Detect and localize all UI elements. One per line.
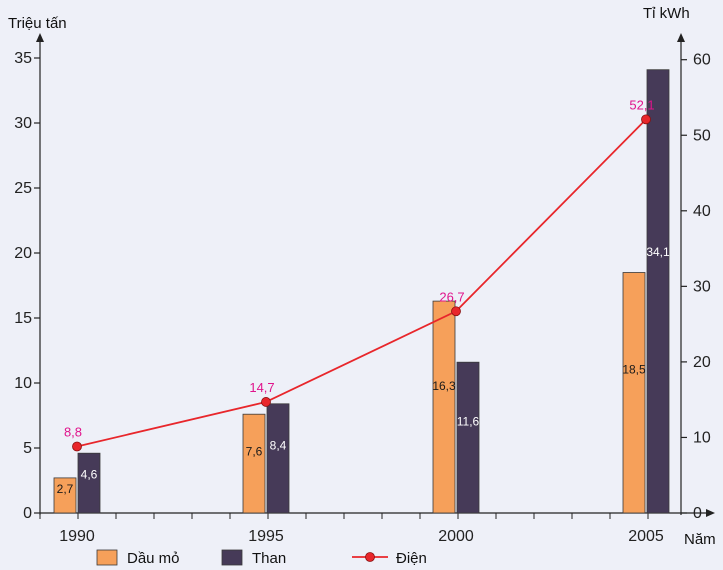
- left-tick-label: 25: [14, 180, 32, 197]
- legend-than-label: Than: [252, 550, 286, 567]
- bar-value-label: 11,6: [457, 415, 480, 429]
- line-point: [451, 306, 461, 317]
- bar-than: [266, 403, 290, 514]
- right-tick-label: 50: [693, 127, 711, 144]
- legend-than-swatch: [221, 549, 243, 566]
- bar-than: [646, 69, 670, 514]
- left-tick-label: 10: [14, 375, 32, 392]
- bar-than: [456, 361, 480, 514]
- bar-value-label: 4,6: [81, 467, 98, 481]
- line-dien: [76, 118, 647, 448]
- right-tick-label: 40: [693, 203, 711, 220]
- left-tick-label: 20: [14, 245, 32, 262]
- right-tick-label: 20: [693, 354, 711, 371]
- legend-dau-mo-swatch: [96, 549, 118, 566]
- line-value-label: 14,7: [249, 380, 274, 395]
- right-axis-arrow: [677, 33, 685, 42]
- x-tick-label: 2005: [628, 528, 664, 545]
- bar-value-label: 7,6: [246, 445, 263, 459]
- legend-dien-swatch-point: [365, 552, 375, 562]
- bar-than: [77, 452, 101, 514]
- legend-dien-label: Điện: [396, 550, 427, 567]
- x-axis-arrow: [706, 509, 715, 517]
- left-axis-arrow: [36, 33, 44, 42]
- left-tick-label: 15: [14, 310, 32, 327]
- left-tick-label: 5: [23, 440, 32, 457]
- line-point: [261, 397, 271, 407]
- line-value-label: 8,8: [64, 425, 82, 440]
- bar-dau-mo: [622, 272, 646, 514]
- bar-value-label: 18,5: [622, 363, 646, 377]
- bar-dau-mo: [432, 300, 456, 514]
- line-value-label: 52,1: [629, 97, 654, 112]
- bar-value-label: 2,7: [57, 482, 74, 496]
- legend-dau-mo-label: Dầu mỏ: [127, 550, 180, 567]
- left-tick-label: 30: [14, 115, 32, 132]
- bar-value-label: 8,4: [270, 439, 287, 453]
- line-point: [641, 114, 651, 125]
- x-tick-label: 1990: [59, 528, 95, 545]
- x-axis-title: Năm: [684, 531, 716, 548]
- right-tick-label: 60: [693, 52, 711, 69]
- left-tick-label: 0: [23, 505, 32, 522]
- bar-dau-mo: [242, 413, 266, 514]
- right-tick-label: 10: [693, 429, 711, 446]
- right-axis-title: Tỉ kWh: [643, 5, 690, 22]
- bar-value-label: 16,3: [432, 379, 456, 393]
- x-tick-label: 1995: [248, 528, 284, 545]
- line-point: [72, 441, 82, 452]
- left-axis-title: Triệu tấn: [8, 15, 67, 32]
- right-tick-label: 30: [693, 278, 711, 295]
- bar-value-label: 34,1: [646, 245, 670, 259]
- left-tick-label: 35: [14, 50, 32, 67]
- line-value-label: 26,7: [439, 289, 464, 304]
- x-tick-label: 2000: [438, 528, 474, 545]
- bar-dau-mo: [53, 477, 77, 514]
